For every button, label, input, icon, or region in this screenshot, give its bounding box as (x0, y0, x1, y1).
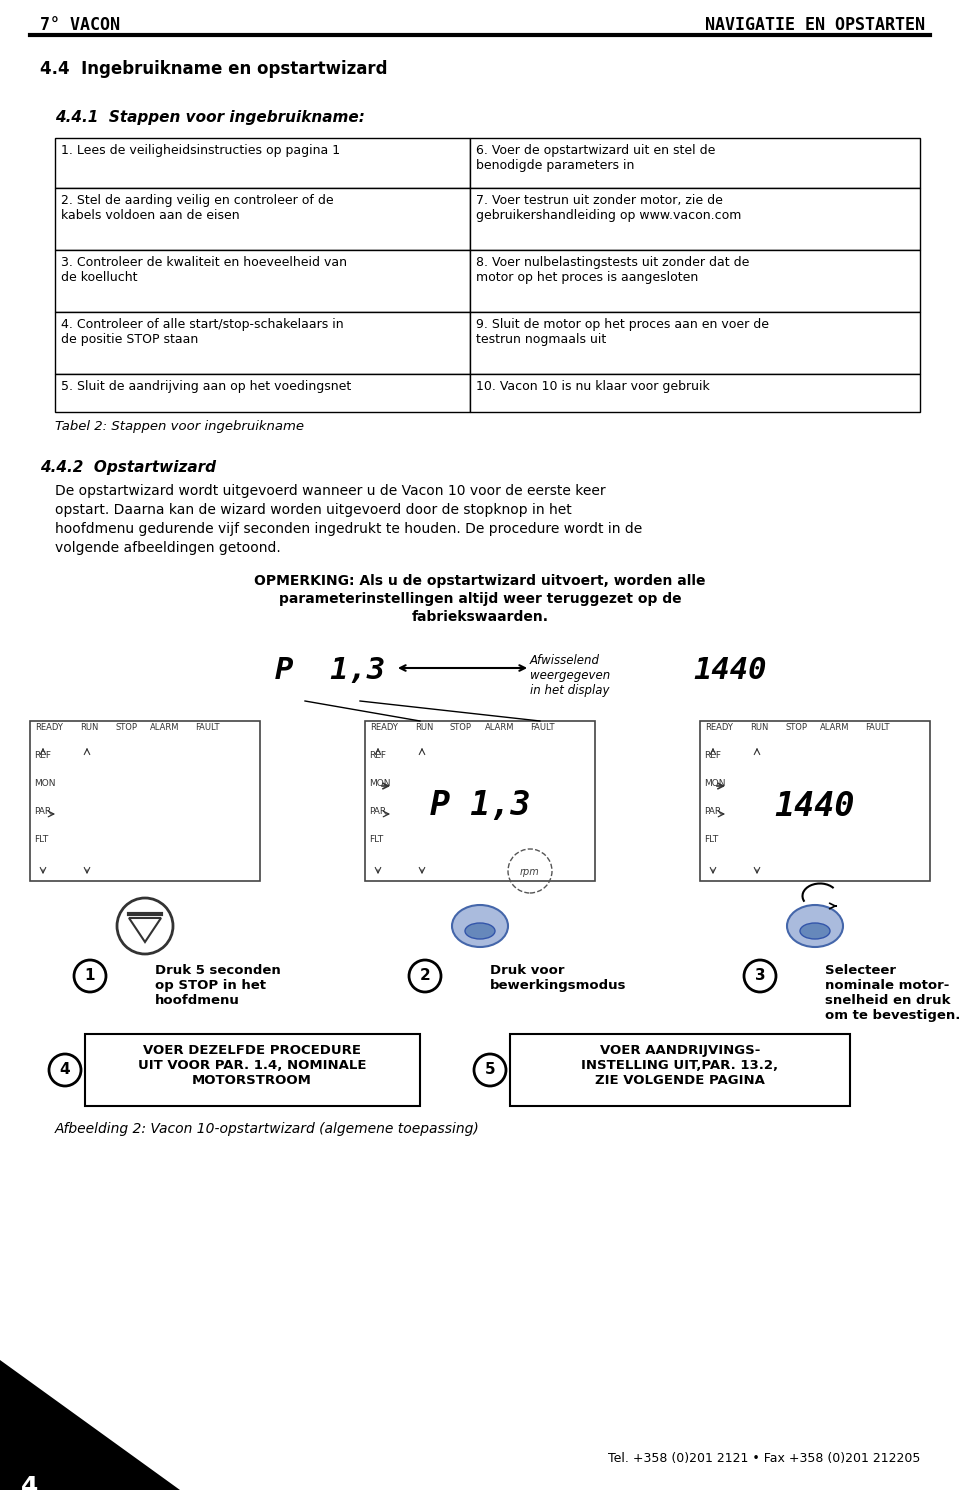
Text: 5. Sluit de aandrijving aan op het voedingsnet: 5. Sluit de aandrijving aan op het voedi… (61, 380, 351, 393)
Text: 1440: 1440 (693, 656, 767, 685)
Text: 3. Controleer de kwaliteit en hoeveelheid van
de koellucht: 3. Controleer de kwaliteit en hoeveelhei… (61, 256, 347, 285)
Bar (470, 311, 920, 374)
Text: P 1,3: P 1,3 (430, 790, 530, 822)
Text: READY: READY (35, 723, 62, 732)
Text: Tel. +358 (0)201 2121 • Fax +358 (0)201 212205: Tel. +358 (0)201 2121 • Fax +358 (0)201 … (608, 1451, 920, 1465)
Text: ALARM: ALARM (820, 723, 850, 732)
Text: 1. Lees de veiligheidsinstructies op pagina 1: 1. Lees de veiligheidsinstructies op pag… (61, 145, 340, 156)
Text: 6. Voer de opstartwizard uit en stel de
benodigde parameters in: 6. Voer de opstartwizard uit en stel de … (476, 145, 715, 171)
Text: RUN: RUN (80, 723, 98, 732)
Text: REF: REF (34, 751, 51, 760)
Text: fabriekswaarden.: fabriekswaarden. (412, 609, 548, 624)
Text: 7. Voer testrun uit zonder motor, zie de
gebruikershandleiding op www.vacon.com: 7. Voer testrun uit zonder motor, zie de… (476, 194, 741, 222)
Text: FAULT: FAULT (530, 723, 555, 732)
Polygon shape (129, 918, 161, 942)
Text: 9. Sluit de motor op het proces aan en voer de
testrun nogmaals uit: 9. Sluit de motor op het proces aan en v… (476, 317, 769, 346)
Bar (55, 139, 470, 188)
Text: 1440: 1440 (775, 790, 855, 822)
Text: 7° VACON: 7° VACON (40, 16, 120, 34)
Bar (55, 374, 470, 413)
Bar (365, 721, 595, 881)
Text: MON: MON (704, 779, 726, 788)
Text: Afbeelding 2: Vacon 10-opstartwizard (algemene toepassing): Afbeelding 2: Vacon 10-opstartwizard (al… (55, 1122, 480, 1135)
Text: 4: 4 (21, 1475, 38, 1490)
Ellipse shape (787, 904, 843, 948)
Text: FLT: FLT (704, 834, 718, 843)
Text: ALARM: ALARM (485, 723, 515, 732)
Text: READY: READY (705, 723, 732, 732)
Text: Druk 5 seconden
op STOP in het
hoofdmenu: Druk 5 seconden op STOP in het hoofdmenu (155, 964, 280, 1007)
Text: parameterinstellingen altijd weer teruggezet op de: parameterinstellingen altijd weer terugg… (278, 592, 682, 606)
Text: PAR: PAR (34, 808, 51, 817)
Bar (55, 188, 470, 250)
Text: OPMERKING: Als u de opstartwizard uitvoert, worden alle: OPMERKING: Als u de opstartwizard uitvoe… (254, 574, 706, 589)
Bar (470, 139, 920, 188)
Circle shape (409, 960, 441, 992)
Text: PAR: PAR (704, 808, 721, 817)
Bar (470, 188, 920, 250)
Bar (55, 311, 470, 374)
Text: REF: REF (704, 751, 721, 760)
Text: 3: 3 (755, 968, 765, 983)
Text: Tabel 2: Stappen voor ingebruikname: Tabel 2: Stappen voor ingebruikname (55, 420, 304, 434)
Text: FAULT: FAULT (195, 723, 220, 732)
Circle shape (117, 898, 173, 954)
Circle shape (49, 1053, 81, 1086)
Circle shape (74, 960, 106, 992)
Text: MON: MON (34, 779, 56, 788)
Text: 1: 1 (84, 968, 95, 983)
Bar (55, 250, 470, 311)
Text: 4.4.1  Stappen voor ingebruikname:: 4.4.1 Stappen voor ingebruikname: (55, 110, 365, 125)
Polygon shape (0, 1360, 180, 1490)
Text: STOP: STOP (785, 723, 807, 732)
Bar (85, 1034, 420, 1106)
Text: REF: REF (369, 751, 386, 760)
Text: STOP: STOP (450, 723, 472, 732)
Text: 2. Stel de aarding veilig en controleer of de
kabels voldoen aan de eisen: 2. Stel de aarding veilig en controleer … (61, 194, 334, 222)
Ellipse shape (452, 904, 508, 948)
Text: Afwisselend
weergegeven
in het display: Afwisselend weergegeven in het display (530, 654, 611, 697)
Text: FLT: FLT (34, 834, 48, 843)
Text: 4: 4 (60, 1062, 70, 1077)
Text: Selecteer
nominale motor-
snelheid en druk
om te bevestigen.: Selecteer nominale motor- snelheid en dr… (825, 964, 960, 1022)
Text: FAULT: FAULT (865, 723, 890, 732)
Text: 10. Vacon 10 is nu klaar voor gebruik: 10. Vacon 10 is nu klaar voor gebruik (476, 380, 709, 393)
Circle shape (744, 960, 776, 992)
Bar (30, 721, 260, 881)
Text: 4.4.2  Opstartwizard: 4.4.2 Opstartwizard (40, 460, 216, 475)
Text: 2: 2 (420, 968, 430, 983)
Text: RUN: RUN (750, 723, 768, 732)
Circle shape (474, 1053, 506, 1086)
Text: VOER AANDRIJVINGS-
INSTELLING UIT,PAR. 13.2,
ZIE VOLGENDE PAGINA: VOER AANDRIJVINGS- INSTELLING UIT,PAR. 1… (582, 1044, 779, 1088)
Text: 4.4  Ingebruikname en opstartwizard: 4.4 Ingebruikname en opstartwizard (40, 60, 388, 77)
Bar (510, 1034, 850, 1106)
Bar (470, 374, 920, 413)
Text: RUN: RUN (415, 723, 433, 732)
Text: 8. Voer nulbelastingstests uit zonder dat de
motor op het proces is aangesloten: 8. Voer nulbelastingstests uit zonder da… (476, 256, 750, 285)
Text: 5: 5 (485, 1062, 495, 1077)
Text: STOP: STOP (115, 723, 137, 732)
Text: De opstartwizard wordt uitgevoerd wanneer u de Vacon 10 voor de eerste keer
opst: De opstartwizard wordt uitgevoerd wannee… (55, 484, 642, 554)
Text: NAVIGATIE EN OPSTARTEN: NAVIGATIE EN OPSTARTEN (705, 16, 925, 34)
Bar (700, 721, 930, 881)
Text: PAR: PAR (369, 808, 386, 817)
Text: READY: READY (370, 723, 397, 732)
Ellipse shape (800, 922, 830, 939)
Text: P  1,3: P 1,3 (275, 656, 385, 685)
Bar (470, 250, 920, 311)
Text: FLT: FLT (369, 834, 383, 843)
Text: ALARM: ALARM (150, 723, 180, 732)
Text: VOER DEZELFDE PROCEDURE
UIT VOOR PAR. 1.4, NOMINALE
MOTORSTROOM: VOER DEZELFDE PROCEDURE UIT VOOR PAR. 1.… (137, 1044, 367, 1088)
Text: MON: MON (369, 779, 391, 788)
Text: 4. Controleer of alle start/stop-schakelaars in
de positie STOP staan: 4. Controleer of alle start/stop-schakel… (61, 317, 344, 346)
Ellipse shape (465, 922, 495, 939)
Text: rpm: rpm (520, 867, 540, 878)
Text: Druk voor
bewerkingsmodus: Druk voor bewerkingsmodus (490, 964, 627, 992)
